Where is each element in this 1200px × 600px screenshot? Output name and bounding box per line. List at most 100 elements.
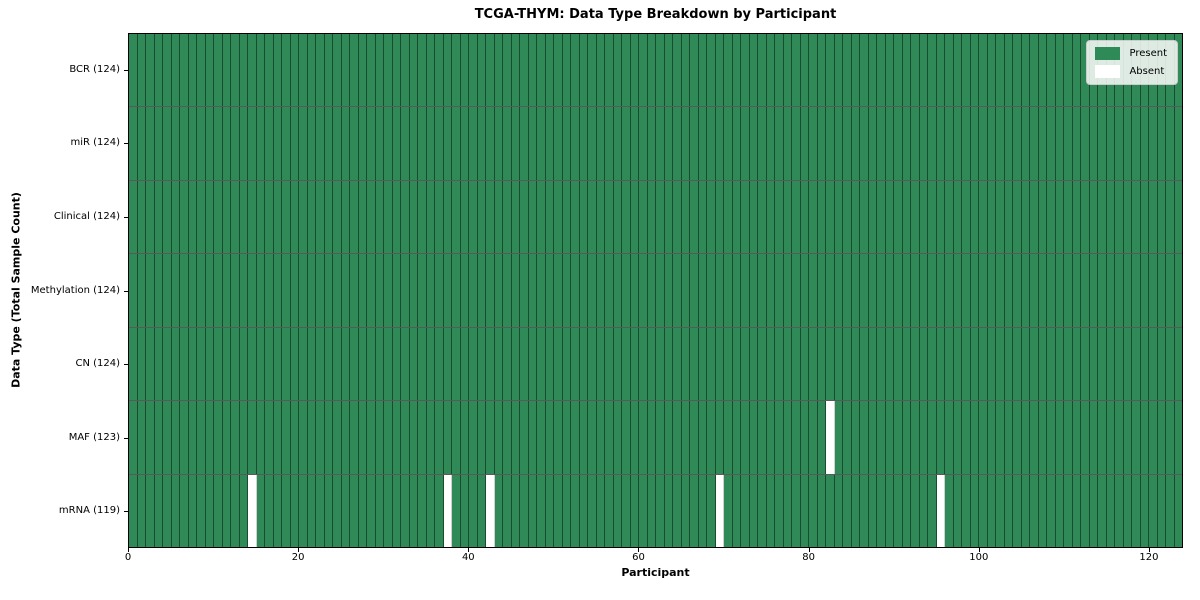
- heatmap-cell: [154, 401, 163, 474]
- heatmap-cell: [239, 107, 248, 180]
- heatmap-cell: [409, 180, 418, 254]
- heatmap-cell: [350, 327, 359, 401]
- heatmap-cell: [341, 327, 350, 401]
- heatmap-cell: [987, 107, 996, 180]
- heatmap-cell: [630, 254, 639, 327]
- heatmap-cell: [1157, 107, 1166, 180]
- heatmap-cell: [290, 34, 299, 107]
- y-tick-label-clinical: Clinical (124): [53, 210, 120, 222]
- heatmap-cell: [528, 474, 537, 547]
- heatmap-cell: [571, 474, 580, 547]
- heatmap-cell: [222, 401, 231, 474]
- y-tick-mark: [124, 143, 128, 145]
- heatmap-cell: [367, 254, 376, 327]
- heatmap-cell: [333, 180, 342, 254]
- heatmap-cell: [613, 180, 622, 254]
- heatmap-cell: [333, 107, 342, 180]
- heatmap-cell: [953, 34, 962, 107]
- heatmap-cell: [316, 254, 325, 327]
- heatmap-cell: [1106, 327, 1115, 401]
- heatmap-cell: [783, 107, 792, 180]
- y-tick-mark: [124, 290, 128, 292]
- heatmap-cell: [460, 180, 469, 254]
- heatmap-cell: [919, 34, 928, 107]
- heatmap-cell: [180, 327, 189, 401]
- heatmap-cell: [817, 107, 826, 180]
- x-axis-label: Participant: [621, 566, 690, 579]
- heatmap-cell: [350, 254, 359, 327]
- heatmap-cell: [902, 401, 911, 474]
- heatmap-cell: [282, 180, 291, 254]
- heatmap-cell: [1030, 107, 1039, 180]
- heatmap-cell: [613, 34, 622, 107]
- heatmap-cell: [1047, 180, 1056, 254]
- heatmap-cell: [384, 254, 393, 327]
- heatmap-cell: [1132, 401, 1141, 474]
- heatmap-cell: [554, 180, 563, 254]
- heatmap-cell: [384, 34, 393, 107]
- heatmap-cell: [137, 107, 146, 180]
- heatmap-cell: [826, 474, 835, 547]
- heatmap-cell: [562, 180, 571, 254]
- heatmap-cell: [792, 327, 801, 401]
- heatmap-cell: [460, 401, 469, 474]
- heatmap-cell: [732, 401, 741, 474]
- heatmap-cell: [996, 107, 1005, 180]
- heatmap-cell: [146, 327, 155, 401]
- heatmap-cell: [163, 107, 172, 180]
- heatmap-cell: [146, 107, 155, 180]
- heatmap-cell: [987, 401, 996, 474]
- heatmap-cell: [537, 34, 546, 107]
- heatmap-cell: [443, 180, 452, 254]
- heatmap-cell: [1081, 327, 1090, 401]
- heatmap-cell: [307, 401, 316, 474]
- heatmap-cell: [732, 107, 741, 180]
- heatmap-cell: [1055, 254, 1064, 327]
- heatmap-cell: [817, 474, 826, 547]
- heatmap-cell: [1149, 474, 1158, 547]
- heatmap-cell: [715, 180, 724, 254]
- heatmap-cell: [970, 401, 979, 474]
- heatmap-cell: [690, 254, 699, 327]
- heatmap-cell: [664, 107, 673, 180]
- heatmap-cell: [834, 474, 843, 547]
- heatmap-cell: [503, 34, 512, 107]
- heatmap-cell: [894, 180, 903, 254]
- heatmap-cell: [1123, 180, 1132, 254]
- heatmap-cell: [1013, 254, 1022, 327]
- heatmap-cell: [928, 401, 937, 474]
- heatmap-cell: [358, 327, 367, 401]
- heatmap-cell: [622, 254, 631, 327]
- heatmap-cell: [885, 327, 894, 401]
- heatmap-cell: [732, 254, 741, 327]
- heatmap-cell: [690, 107, 699, 180]
- heatmap-cell: [197, 180, 206, 254]
- heatmap-cell: [860, 107, 869, 180]
- heatmap-cell: [137, 474, 146, 547]
- heatmap-cell: [911, 401, 920, 474]
- heatmap-cell: [248, 474, 257, 547]
- heatmap-cell: [741, 107, 750, 180]
- heatmap-cell: [851, 327, 860, 401]
- heatmap-cell: [630, 180, 639, 254]
- heatmap-cell: [809, 180, 818, 254]
- x-tick-label: 100: [969, 552, 989, 563]
- heatmap-cell: [392, 34, 401, 107]
- heatmap-cell: [1055, 107, 1064, 180]
- heatmap-cell: [783, 180, 792, 254]
- heatmap-cell: [1055, 180, 1064, 254]
- heatmap-cell: [528, 107, 537, 180]
- heatmap-cell: [1072, 107, 1081, 180]
- heatmap-cell: [894, 474, 903, 547]
- heatmap-cell: [469, 34, 478, 107]
- heatmap-cell: [1038, 401, 1047, 474]
- y-tick-label-methylation: Methylation (124): [30, 284, 120, 296]
- heatmap-cell: [792, 180, 801, 254]
- y-tick-label-maf: MAF (123): [68, 431, 120, 443]
- heatmap-cell: [418, 254, 427, 327]
- heatmap-cell: [214, 327, 223, 401]
- heatmap-cell: [1166, 401, 1175, 474]
- heatmap-cell: [656, 401, 665, 474]
- heatmap-cell: [979, 474, 988, 547]
- heatmap-cell: [520, 474, 529, 547]
